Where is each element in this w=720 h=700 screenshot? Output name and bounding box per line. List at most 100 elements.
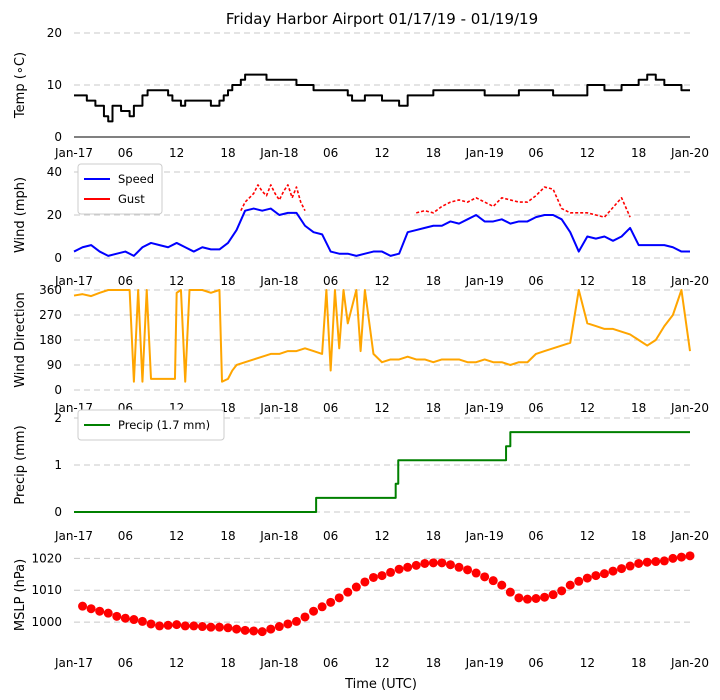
- x-tick-label: Jan-20: [670, 529, 709, 543]
- x-tick-label: 18: [220, 146, 235, 160]
- x-tick-label: 12: [374, 274, 389, 288]
- data-point: [471, 568, 481, 578]
- x-tick-label: 06: [528, 656, 543, 670]
- data-point: [232, 624, 242, 634]
- data-point: [445, 560, 455, 570]
- y-tick-label: 1020: [31, 551, 62, 565]
- x-tick-label: 18: [426, 529, 441, 543]
- x-tick-label: 06: [118, 146, 133, 160]
- data-point: [257, 627, 267, 637]
- x-tick-label: 12: [374, 146, 389, 160]
- x-tick-label: 06: [118, 529, 133, 543]
- data-point: [309, 606, 319, 616]
- data-point: [522, 594, 532, 604]
- data-point: [368, 572, 378, 582]
- y-tick-label: 360: [39, 283, 62, 297]
- data-point: [642, 557, 652, 567]
- data-point: [112, 611, 122, 621]
- panel-temperature: 0 10 20 Temp (∘C) Jan-17 06 12 18 Jan-18 06 12 18 Ja…: [13, 26, 709, 160]
- y-tick-label: 10: [47, 78, 62, 92]
- y-tick-label: 2: [54, 411, 62, 425]
- data-point: [411, 560, 421, 570]
- series-line-speed: [73, 207, 690, 257]
- data-point: [548, 590, 558, 600]
- x-tick-label: 12: [374, 401, 389, 415]
- data-point: [360, 577, 370, 587]
- x-tick-label: Jan-18: [259, 529, 298, 543]
- data-point: [685, 551, 695, 561]
- x-tick-label: 18: [631, 146, 646, 160]
- data-point: [377, 571, 387, 581]
- data-point: [137, 616, 147, 626]
- x-tick-label: Jan-19: [465, 146, 504, 160]
- y-tick-label: 0: [54, 383, 62, 397]
- x-tick-label: Jan-20: [670, 146, 709, 160]
- data-point: [249, 626, 259, 636]
- data-point: [591, 571, 601, 581]
- x-tick-label: 06: [323, 656, 338, 670]
- data-point: [608, 566, 618, 576]
- data-point: [463, 565, 473, 575]
- x-tick-label: 12: [580, 146, 595, 160]
- data-point: [146, 619, 156, 629]
- data-point: [214, 622, 224, 632]
- x-tick-label: 18: [631, 529, 646, 543]
- data-point: [668, 553, 678, 563]
- series-line-direction: [73, 289, 691, 383]
- x-tick-label: 12: [580, 656, 595, 670]
- x-tick-label: 18: [426, 274, 441, 288]
- y-tick-label: 20: [47, 208, 62, 222]
- x-tick-label: 12: [374, 529, 389, 543]
- data-point: [488, 576, 498, 586]
- data-point: [514, 593, 524, 603]
- x-axis-label: Time (UTC): [344, 677, 417, 692]
- x-tick-label: Jan-20: [670, 401, 709, 415]
- data-point: [565, 580, 575, 590]
- x-tick-label: 06: [528, 146, 543, 160]
- y-axis-label: Wind (mph): [13, 177, 28, 253]
- x-tick-label: 06: [323, 529, 338, 543]
- data-point: [497, 580, 507, 590]
- data-point: [240, 625, 250, 635]
- x-tick-label: Jan-17: [54, 146, 93, 160]
- data-point: [172, 620, 182, 630]
- data-point: [95, 606, 105, 616]
- data-point: [266, 624, 276, 634]
- x-tick-label: 12: [169, 656, 184, 670]
- data-point: [394, 564, 404, 574]
- x-tick-label: Jan-19: [465, 656, 504, 670]
- x-tick-label: 06: [323, 274, 338, 288]
- x-tick-label: 12: [169, 529, 184, 543]
- data-point: [317, 602, 327, 612]
- data-point: [386, 567, 396, 577]
- data-point: [120, 613, 130, 623]
- y-axis-label: Wind Direction: [13, 292, 28, 388]
- legend-label: Speed: [118, 172, 154, 186]
- data-point: [505, 587, 515, 597]
- x-tick-label: Jan-17: [54, 529, 93, 543]
- data-point: [78, 601, 88, 611]
- data-point: [189, 621, 199, 631]
- panel-wind: 0 20 40 Wind (mph) Jan-17 06 12 18 Jan-18 06 12 18 J…: [13, 163, 709, 288]
- data-point: [163, 620, 173, 630]
- legend-label: Gust: [118, 192, 145, 206]
- x-tick-label: 18: [220, 656, 235, 670]
- x-tick-label: 18: [426, 401, 441, 415]
- y-tick-label: 1: [54, 458, 62, 472]
- data-point: [480, 572, 490, 582]
- y-tick-label: 90: [47, 358, 62, 372]
- x-tick-label: 12: [580, 401, 595, 415]
- data-point: [651, 557, 661, 567]
- x-tick-label: 12: [169, 146, 184, 160]
- x-tick-label: Jan-18: [259, 146, 298, 160]
- data-point: [428, 558, 438, 568]
- x-tick-label: 06: [528, 401, 543, 415]
- data-point: [634, 558, 644, 568]
- x-tick-label: 12: [374, 656, 389, 670]
- x-tick-label: 12: [580, 274, 595, 288]
